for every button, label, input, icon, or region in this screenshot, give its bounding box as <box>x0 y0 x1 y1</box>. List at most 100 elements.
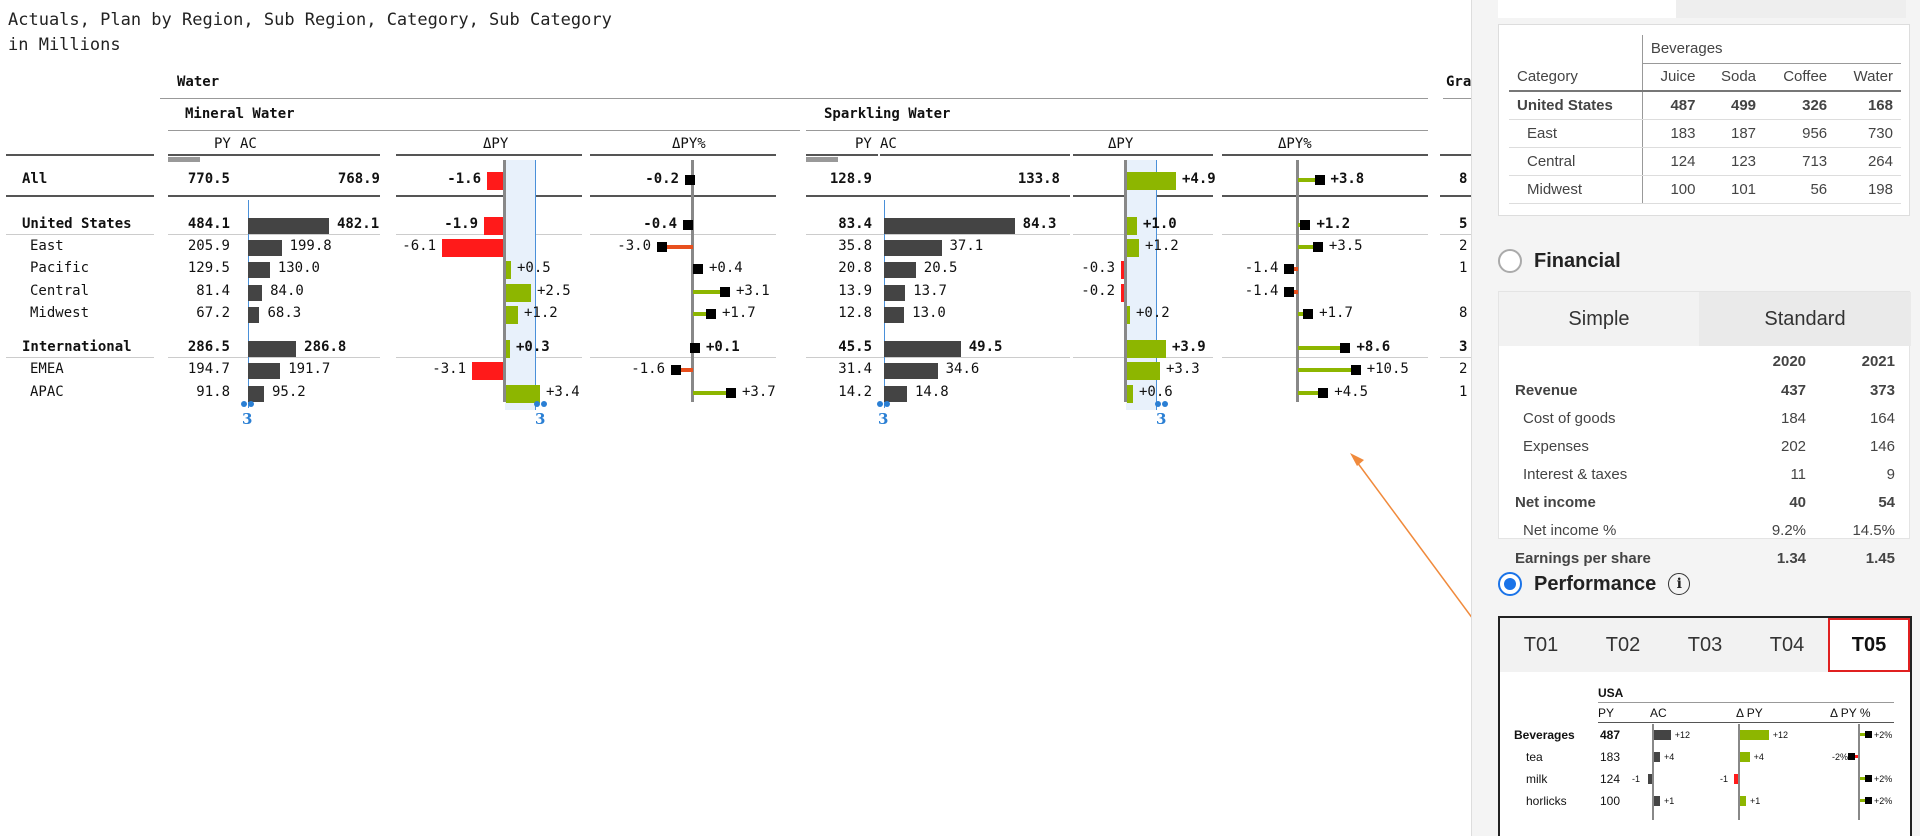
fin-row-label: Expenses <box>1523 437 1589 455</box>
sw-pct-marker-2 <box>1312 242 1323 252</box>
mw-dpy-bar-6 <box>506 340 510 358</box>
sw-dpy-axis <box>1124 160 1127 402</box>
sw-pct-axis <box>1296 160 1299 402</box>
mw-pct-marker-8 <box>726 388 736 398</box>
all-py-cap-0 <box>168 157 200 162</box>
sw-pct-6: +8.6 <box>1356 339 1391 355</box>
preview-pct-stem <box>1852 755 1860 758</box>
sw-dpy-2: +1.2 <box>1145 238 1179 254</box>
sw-pct-5: +1.7 <box>1319 305 1353 321</box>
sw-pct-8: +4.5 <box>1334 384 1369 400</box>
mw-dpy-6: +0.3 <box>516 339 550 355</box>
mw-ac-bar-2 <box>248 240 282 256</box>
mw-dpy-bar-0 <box>487 172 503 190</box>
mw-dpy-bar-4 <box>506 284 531 302</box>
preview-pct-stem <box>1860 777 1868 780</box>
bev-cell: 487 <box>1642 91 1704 120</box>
bev-corner <box>1509 35 1643 63</box>
mw-dpy-dot-b <box>541 401 547 407</box>
perf-tab-t04[interactable]: T04 <box>1769 633 1805 656</box>
mw-pct-1: -0.4 <box>643 216 677 232</box>
sw-ac-bar-5 <box>884 307 905 323</box>
performance-option[interactable]: Performance i <box>1498 572 1691 596</box>
mw-pct-marker-7 <box>671 365 681 375</box>
column-rule-2 <box>240 154 380 156</box>
column-rule-5 <box>806 154 878 156</box>
fin-row-label: Revenue <box>1515 381 1578 399</box>
sw-dpy-8: +0.6 <box>1139 384 1173 400</box>
bev-cell: 264 <box>1835 147 1901 176</box>
sw-pct-marker-3 <box>1284 264 1295 274</box>
mw-pct-3: +0.4 <box>709 260 743 276</box>
mw-ac-dot-b <box>248 401 254 407</box>
fin-cell: 40 <box>1789 493 1807 511</box>
perf-tab-t02[interactable]: T02 <box>1605 633 1641 656</box>
fin-row: Cost of goods 184 164 <box>1507 404 1903 432</box>
sw-ac-ref-line <box>884 200 885 408</box>
sw-pct-stem-0 <box>1298 178 1319 182</box>
mw-pct-axis <box>691 160 694 402</box>
preview-ac-bar <box>1654 796 1660 806</box>
fin-cell: 1.45 <box>1865 549 1895 567</box>
row-label-0: All <box>22 171 48 187</box>
sw-py-0: 128.9 <box>829 171 872 187</box>
preview-py: 183 <box>1600 750 1621 764</box>
sw-pct-marker-5 <box>1303 309 1314 319</box>
fin-cell: 164 <box>1869 409 1895 427</box>
all-rule-4 <box>806 195 1070 197</box>
tab-standard[interactable]: Standard <box>1699 292 1911 346</box>
preview-row-label: milk <box>1526 772 1548 786</box>
group-rule-next <box>1443 98 1472 99</box>
fin-corner <box>1507 346 1738 376</box>
mw-dpy-bar-8 <box>506 385 540 403</box>
mw-pct-marker-3 <box>693 264 703 274</box>
performance-radio[interactable] <box>1498 572 1522 596</box>
mw-ac-4: 84.0 <box>270 283 304 299</box>
fin-cell: 202 <box>1781 437 1807 455</box>
side-panel: Beverages Category Juice Soda Coffee Water Uni… <box>1471 0 1920 836</box>
bev-row: United States 487 499 326 168 <box>1509 91 1901 120</box>
preview-pct-label: +2% <box>1874 730 1893 740</box>
group-header-water: Water <box>177 74 220 90</box>
sw-ac-bar-8 <box>884 386 907 402</box>
mw-ac-0: 768.9 <box>337 171 380 187</box>
perf-tab-t05[interactable]: T05 <box>1828 618 1910 672</box>
perf-tab-t03[interactable]: T03 <box>1687 633 1723 656</box>
preview-pct-label: +2% <box>1874 774 1893 784</box>
sw-head-dpy: ΔPY <box>1108 136 1134 152</box>
fin-row: Interest & taxes 11 9 <box>1507 460 1903 488</box>
preview-header: PY <box>1598 706 1615 720</box>
mw-py-6: 286.5 <box>187 339 230 355</box>
sw-dpy-bar-8 <box>1127 385 1133 403</box>
perf-tab-t01[interactable]: T01 <box>1523 633 1559 656</box>
fin-row-label: Net income <box>1515 493 1596 511</box>
mw-dpy-bar-1 <box>484 217 503 235</box>
mw-pct-stem-8 <box>693 391 730 395</box>
mw-ac-bar-4 <box>248 285 263 301</box>
sw-pct-marker-6 <box>1340 343 1351 353</box>
tab-simple[interactable]: Simple <box>1499 292 1699 346</box>
next-group-cell-0: 8 <box>1459 171 1468 187</box>
preview-ac-bar <box>1654 752 1660 762</box>
info-icon[interactable]: i <box>1668 573 1691 595</box>
column-rule-0 <box>6 154 154 156</box>
sw-ac-7: 34.6 <box>945 361 980 377</box>
mw-dpy-8: +3.4 <box>546 384 580 400</box>
bev-row: Central 124 123 713 264 <box>1509 147 1901 176</box>
preview-region: USA <box>1598 686 1624 700</box>
mw-head-ac: AC <box>240 136 257 152</box>
mw-ac-bar-1 <box>248 218 329 234</box>
financial-radio[interactable] <box>1498 249 1522 273</box>
all-rule-3 <box>590 195 776 197</box>
fin-row: Revenue 437 373 <box>1507 376 1903 404</box>
row-rule-intl-6 <box>1222 357 1428 358</box>
financial-option[interactable]: Financial <box>1498 249 1621 273</box>
mw-ac-5: 68.3 <box>267 305 302 321</box>
mw-pct-marker-6 <box>690 343 700 353</box>
financial-tabs: Simple Standard <box>1499 292 1911 346</box>
sw-ac-bar-2 <box>884 240 942 256</box>
column-rule-8 <box>1222 154 1428 156</box>
fin-cell: 437 <box>1781 381 1807 399</box>
preview-pct-stem <box>1860 733 1868 736</box>
mw-head-dpy: ΔPY <box>483 136 509 152</box>
